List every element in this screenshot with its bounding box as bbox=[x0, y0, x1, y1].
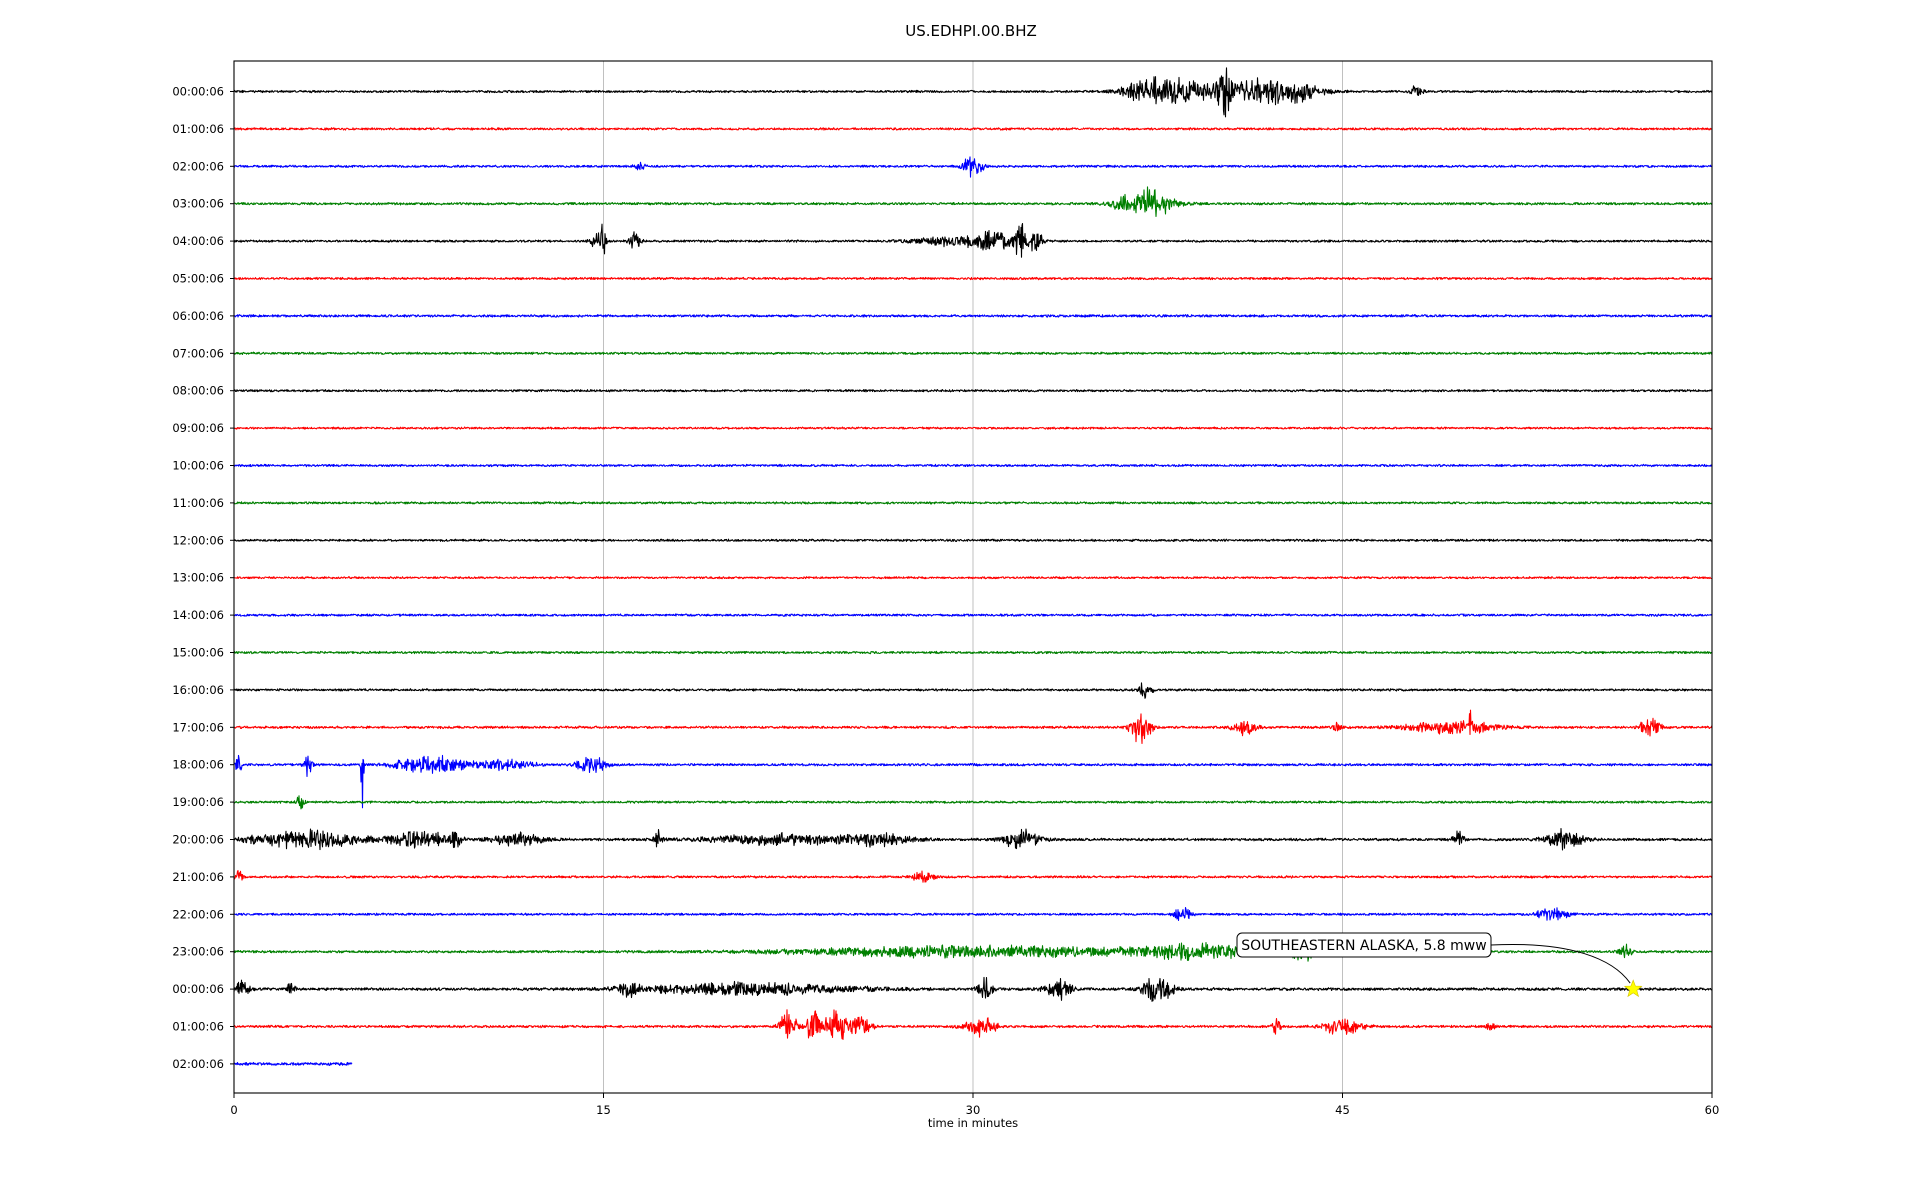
row-time-label: 21:00:06 bbox=[172, 870, 224, 884]
trace-row-15 bbox=[233, 650, 1713, 655]
event-annotations: SOUTHEASTERN ALASKA, 5.8 mww bbox=[1236, 932, 1643, 998]
x-tick-label: 0 bbox=[230, 1103, 237, 1117]
x-axis-ticks: 0 15 30 45 60 bbox=[230, 1093, 1719, 1117]
trace-row-20 bbox=[233, 827, 1713, 851]
x-tick-label: 30 bbox=[966, 1103, 981, 1117]
row-time-label: 01:00:06 bbox=[172, 1020, 224, 1034]
trace-row-13 bbox=[233, 576, 1713, 580]
row-time-label: 04:00:06 bbox=[172, 234, 224, 248]
trace-row-22 bbox=[233, 906, 1713, 922]
trace-row-6 bbox=[233, 314, 1713, 318]
trace-row-26 bbox=[233, 1061, 353, 1067]
trace-row-19 bbox=[233, 795, 1713, 810]
row-time-label: 22:00:06 bbox=[172, 907, 224, 921]
trace-row-16 bbox=[233, 682, 1713, 699]
row-time-label: 02:00:06 bbox=[172, 159, 224, 173]
row-time-label: 08:00:06 bbox=[172, 384, 224, 398]
row-time-label: 05:00:06 bbox=[172, 272, 224, 286]
x-tick-label: 45 bbox=[1335, 1103, 1350, 1117]
seismic-traces bbox=[233, 67, 1713, 1067]
trace-row-24 bbox=[233, 976, 1713, 1002]
trace-row-5 bbox=[233, 276, 1713, 281]
row-time-label: 13:00:06 bbox=[172, 571, 224, 585]
row-time-label: 11:00:06 bbox=[172, 496, 224, 510]
trace-row-25 bbox=[233, 1009, 1713, 1040]
row-time-label: 00:00:06 bbox=[172, 85, 224, 99]
row-time-label: 06:00:06 bbox=[172, 309, 224, 323]
x-tick-label: 15 bbox=[596, 1103, 611, 1117]
trace-row-21 bbox=[233, 869, 1713, 883]
trace-row-8 bbox=[233, 388, 1713, 393]
trace-row-12 bbox=[233, 538, 1713, 543]
row-time-label: 02:00:06 bbox=[172, 1057, 224, 1071]
row-time-label: 20:00:06 bbox=[172, 833, 224, 847]
trace-row-17 bbox=[233, 709, 1713, 745]
trace-row-11 bbox=[233, 501, 1713, 505]
annotation-connector bbox=[1490, 943, 1631, 984]
row-time-label: 07:00:06 bbox=[172, 346, 224, 360]
trace-row-4 bbox=[233, 222, 1713, 258]
trace-row-1 bbox=[233, 127, 1713, 131]
trace-row-7 bbox=[233, 351, 1713, 356]
trace-row-2 bbox=[233, 156, 1713, 178]
row-time-label: 18:00:06 bbox=[172, 758, 224, 772]
row-time-labels: 00:00:06 01:00:06 02:00:06 03:00:06 04:00:06… bbox=[172, 85, 234, 1071]
row-time-label: 23:00:06 bbox=[172, 945, 224, 959]
trace-row-3 bbox=[233, 186, 1713, 218]
event-star-marker bbox=[1623, 979, 1643, 998]
x-tick-label: 60 bbox=[1705, 1103, 1720, 1117]
row-time-label: 12:00:06 bbox=[172, 533, 224, 547]
row-time-label: 10:00:06 bbox=[172, 459, 224, 473]
trace-row-0 bbox=[233, 67, 1713, 118]
row-time-label: 09:00:06 bbox=[172, 421, 224, 435]
annotation-label: SOUTHEASTERN ALASKA, 5.8 mww bbox=[1241, 938, 1486, 954]
trace-row-14 bbox=[233, 613, 1713, 617]
row-time-label: 15:00:06 bbox=[172, 646, 224, 660]
trace-row-10 bbox=[233, 463, 1713, 468]
row-time-label: 00:00:06 bbox=[172, 982, 224, 996]
chart-title: US.EDHPI.00.BHZ bbox=[905, 22, 1037, 40]
row-time-label: 14:00:06 bbox=[172, 608, 224, 622]
annotation-box bbox=[1236, 932, 1492, 958]
row-time-label: 16:00:06 bbox=[172, 683, 224, 697]
trace-row-18 bbox=[233, 754, 1713, 809]
row-time-label: 19:00:06 bbox=[172, 795, 224, 809]
trace-row-9 bbox=[233, 426, 1713, 430]
x-axis-label: time in minutes bbox=[928, 1116, 1018, 1130]
row-time-label: 01:00:06 bbox=[172, 122, 224, 136]
row-time-label: 03:00:06 bbox=[172, 197, 224, 211]
row-time-label: 17:00:06 bbox=[172, 720, 224, 734]
